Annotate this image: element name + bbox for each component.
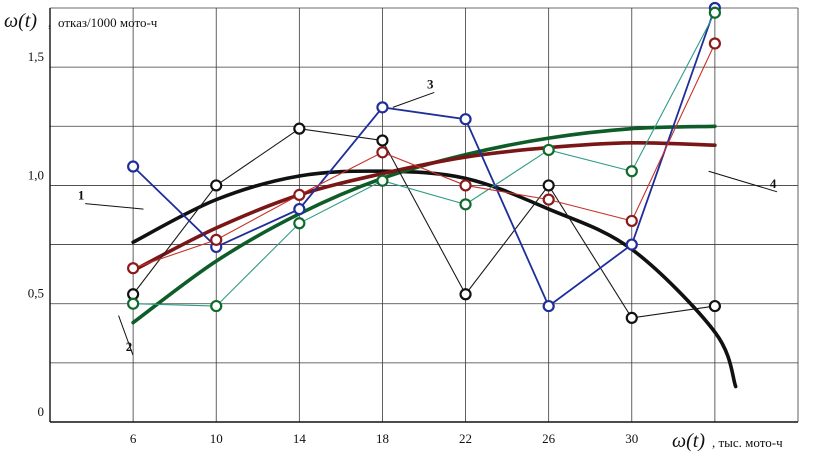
data-point <box>127 297 140 310</box>
data-line <box>132 7 716 308</box>
curve-label: 4 <box>770 176 777 191</box>
fitted-curves <box>131 124 738 389</box>
data-point <box>459 198 472 211</box>
data-point <box>542 193 555 206</box>
label-leader <box>118 315 134 356</box>
data-point <box>376 134 389 147</box>
curve-label: 1 <box>78 188 85 203</box>
data-line <box>133 12 716 307</box>
fit-curve-1 <box>131 169 738 389</box>
x-axis-title: ω(t) , тыс. мото-ч <box>672 430 783 452</box>
data-point <box>459 179 472 192</box>
data-point <box>708 6 721 19</box>
label-leader <box>708 170 778 193</box>
axes <box>49 8 798 423</box>
x-tick-label: 18 <box>376 431 389 446</box>
curve-label: 2 <box>126 339 133 354</box>
data-point <box>127 262 140 275</box>
x-tick-label: 10 <box>210 431 223 446</box>
data-point <box>625 238 638 251</box>
data-point <box>210 179 223 192</box>
y-tick-label: 1,0 <box>28 167 44 182</box>
label-leader <box>85 203 144 210</box>
x-axis-symbol: ω(t) <box>672 430 705 452</box>
data-point <box>376 174 389 187</box>
data-point <box>542 299 555 313</box>
data-point <box>210 233 223 246</box>
x-tick-label: 26 <box>542 431 556 446</box>
data-point <box>625 214 638 228</box>
grid <box>50 7 799 422</box>
x-tick-label: 14 <box>293 431 307 446</box>
data-point <box>542 179 555 192</box>
data-point <box>708 37 721 50</box>
data-point <box>127 160 140 173</box>
data-series <box>127 1 721 325</box>
y-tick-label: 0,5 <box>28 286 44 301</box>
data-point <box>210 299 223 313</box>
data-point <box>708 299 721 313</box>
data-point <box>376 101 389 114</box>
data-point <box>625 165 638 178</box>
data-point <box>459 288 472 301</box>
x-axis-unit: , тыс. мото-ч <box>712 435 783 450</box>
data-point <box>293 188 306 201</box>
y-axis-unit: отказ/1000 мото-ч <box>58 15 158 30</box>
data-point <box>542 143 555 157</box>
y-axis-symbol: ω(t) <box>4 10 37 32</box>
data-point <box>459 113 472 126</box>
y-axis-suffix: , <box>48 15 51 30</box>
label-leader <box>392 91 435 108</box>
x-tick-label: 6 <box>130 431 137 446</box>
y-tick-label: 0 <box>38 404 45 419</box>
data-line <box>132 43 716 269</box>
data-point <box>293 122 306 135</box>
data-point <box>293 217 306 230</box>
x-tick-label: 22 <box>459 431 472 446</box>
x-tick-label: 30 <box>625 431 638 446</box>
y-tick-label: 1,5 <box>28 49 44 64</box>
curve-label: 3 <box>427 76 434 91</box>
data-line <box>132 128 715 319</box>
curve-labels: 1 2 3 4 <box>78 76 778 356</box>
data-point <box>376 146 389 159</box>
data-point <box>625 311 638 325</box>
fit-curve-4 <box>131 141 717 273</box>
y-axis-title: ω(t) , отказ/1000 мото-ч <box>4 10 158 32</box>
data-point <box>293 202 306 216</box>
tick-labels: 6 10 14 18 22 26 30 0 0,5 1,0 1,5 <box>28 49 639 446</box>
